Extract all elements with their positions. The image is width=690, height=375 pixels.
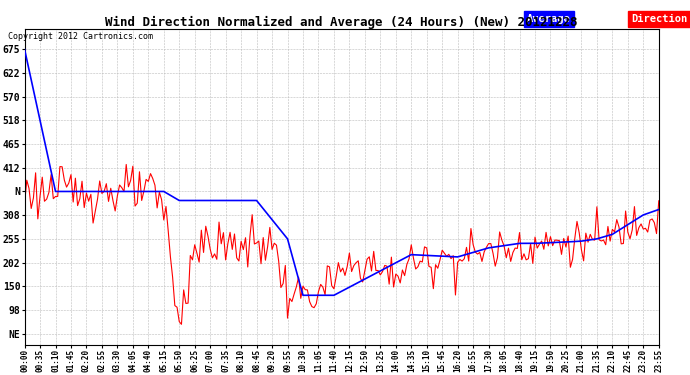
Title: Wind Direction Normalized and Average (24 Hours) (New) 20121228: Wind Direction Normalized and Average (2… xyxy=(106,16,578,29)
Text: Direction: Direction xyxy=(631,14,687,24)
Text: Average: Average xyxy=(526,14,571,24)
Text: Copyright 2012 Cartronics.com: Copyright 2012 Cartronics.com xyxy=(8,32,153,41)
